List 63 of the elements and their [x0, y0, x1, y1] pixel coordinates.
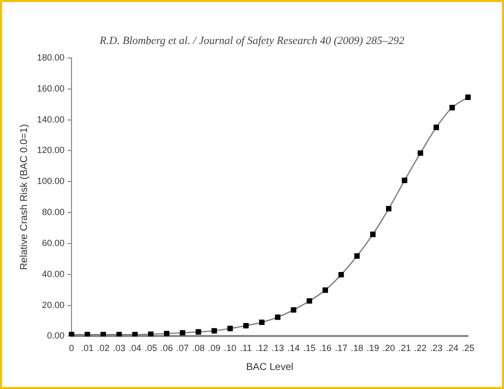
- x-tick-label: .07: [176, 343, 189, 354]
- x-tick-label: .08: [192, 343, 205, 354]
- x-tick-label: .12: [256, 343, 268, 354]
- x-tick-label: .02: [96, 343, 110, 354]
- point: [100, 332, 106, 336]
- x-tick-label: .05: [144, 343, 158, 354]
- point: [84, 332, 90, 336]
- point: [465, 94, 471, 100]
- point: [116, 332, 122, 336]
- y-tick-label: 20.00: [42, 300, 65, 310]
- x-tick-label: .18: [350, 343, 364, 354]
- x-tick-label: .13: [271, 343, 284, 354]
- point: [306, 298, 312, 304]
- point: [290, 307, 296, 313]
- point: [164, 330, 170, 336]
- point: [274, 314, 280, 320]
- point: [322, 287, 328, 293]
- x-tick-label: .20: [382, 343, 395, 354]
- y-tick-label: 60.00: [42, 238, 65, 248]
- x-tick-label: .01: [81, 343, 94, 354]
- y-tick-label: 80.00: [42, 207, 65, 218]
- point: [449, 104, 455, 110]
- x-tick-label: .17: [334, 343, 348, 354]
- text: R.D. Blomberg et al. / Journal of Safety Research 40 (2009) 285–292: [98, 35, 406, 47]
- x-axis-title: BAC Level: [246, 362, 294, 373]
- point: [148, 331, 154, 336]
- x-tick-label: .25: [462, 343, 474, 354]
- y-tick-label: 40.00: [42, 268, 65, 279]
- point: [259, 320, 265, 326]
- point: [132, 332, 138, 336]
- x-tick-label: .24: [446, 343, 458, 354]
- y-tick-label: 140.00: [36, 114, 65, 124]
- point: [180, 330, 186, 336]
- x-tick-label: .03: [112, 343, 126, 354]
- y-tick-label: 120.00: [36, 145, 65, 156]
- point: [227, 326, 233, 332]
- y-tick-label: 0.00: [46, 330, 65, 341]
- y-tick-label: 100.00: [36, 176, 65, 186]
- x-tick-label: .15: [303, 343, 316, 354]
- x-tick-label: .23: [430, 343, 443, 354]
- x-tick-label: .22: [414, 343, 427, 354]
- point: [212, 328, 217, 334]
- point: [196, 329, 202, 335]
- point: [386, 206, 392, 212]
- point: [402, 178, 408, 184]
- x-tick-label: .16: [319, 343, 332, 354]
- point: [338, 272, 344, 278]
- point: [434, 124, 440, 130]
- y-tick-label: 160.00: [36, 83, 65, 94]
- x-tick-label: .14: [287, 343, 300, 354]
- x-tick-label: .21: [398, 343, 411, 354]
- x-tick-label: .10: [224, 343, 236, 354]
- x-tick-label: .19: [366, 343, 380, 354]
- point: [370, 232, 376, 238]
- x-tick-label: .06: [160, 343, 173, 354]
- x-tick-label: .09: [208, 343, 221, 354]
- y-tick-label: 180.00: [36, 52, 65, 62]
- x-tick-label: 0: [69, 343, 74, 354]
- point: [418, 150, 424, 156]
- point: [243, 322, 249, 328]
- y-axis-title: Relative Crash Risk (BAC 0.0=1): [18, 124, 30, 270]
- x-tick-label: .11: [240, 343, 252, 354]
- x-tick-label: .04: [128, 343, 142, 354]
